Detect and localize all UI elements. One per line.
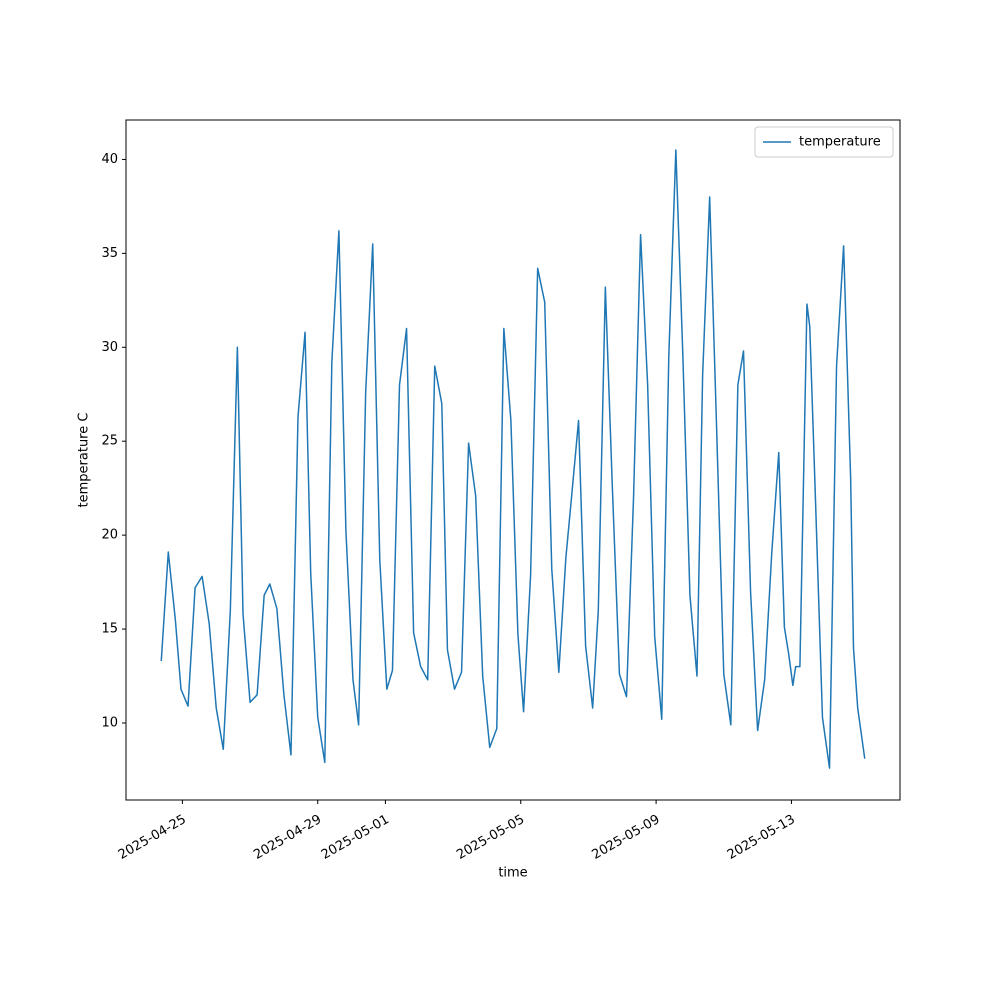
x-tick-label: 2025-04-29	[251, 812, 324, 863]
y-tick-label: 10	[101, 715, 118, 730]
y-axis-label: temperature C	[77, 413, 92, 508]
y-tick-label: 30	[101, 340, 118, 355]
y-tick-label: 40	[101, 152, 118, 167]
y-tick-label: 15	[101, 622, 118, 637]
x-tick-label: 2025-05-09	[590, 812, 663, 863]
x-axis-label: time	[498, 866, 527, 881]
legend-label: temperature	[799, 135, 881, 150]
x-tick-label: 2025-05-13	[725, 812, 798, 863]
y-tick-label: 35	[101, 246, 118, 261]
x-tick-label: 2025-05-01	[319, 812, 392, 863]
x-tick-label: 2025-04-25	[116, 812, 189, 863]
y-tick-label: 20	[101, 528, 118, 543]
line	[160, 149, 866, 769]
x-tick-label: 2025-05-05	[454, 812, 527, 863]
plot-frame	[125, 119, 901, 801]
y-tick-label: 25	[101, 434, 118, 449]
legend-box	[754, 126, 894, 158]
